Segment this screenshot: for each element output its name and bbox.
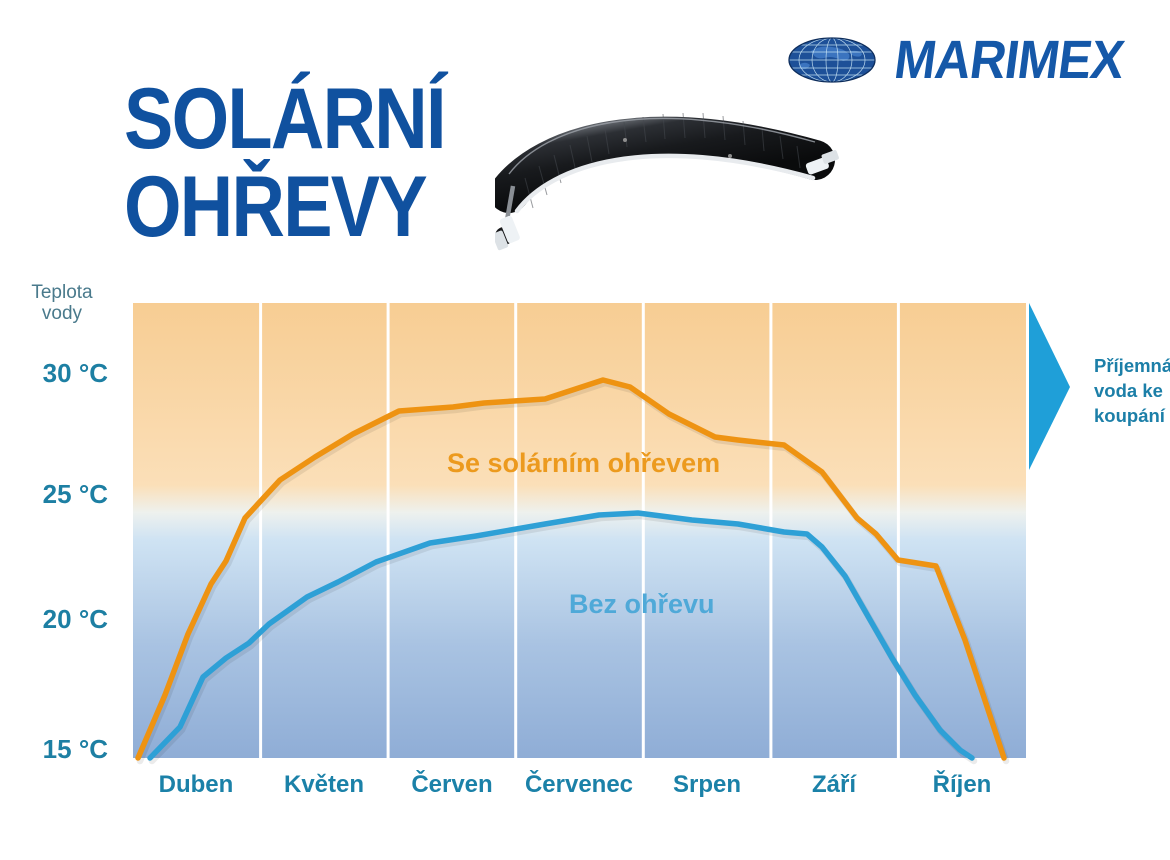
- svg-text:koupání: koupání: [1094, 405, 1166, 426]
- svg-text:Příjemná: Příjemná: [1094, 355, 1170, 376]
- svg-text:Teplota: Teplota: [31, 282, 93, 303]
- svg-text:Květen: Květen: [284, 771, 364, 798]
- svg-text:25 °C: 25 °C: [43, 479, 109, 509]
- svg-text:Duben: Duben: [159, 771, 234, 798]
- svg-text:20 °C: 20 °C: [43, 604, 109, 634]
- svg-text:Se solárním ohřevem: Se solárním ohřevem: [447, 448, 720, 478]
- svg-text:Červenec: Červenec: [525, 770, 633, 798]
- svg-text:Říjen: Říjen: [933, 770, 992, 798]
- svg-text:vody: vody: [42, 303, 83, 324]
- svg-text:voda ke: voda ke: [1094, 380, 1163, 401]
- svg-text:30 °C: 30 °C: [43, 358, 109, 388]
- svg-text:Srpen: Srpen: [673, 771, 741, 798]
- svg-text:15 °C: 15 °C: [43, 734, 109, 764]
- svg-text:Bez ohřevu: Bez ohřevu: [569, 589, 715, 619]
- svg-text:Září: Září: [812, 771, 857, 798]
- svg-text:Červen: Červen: [411, 770, 492, 798]
